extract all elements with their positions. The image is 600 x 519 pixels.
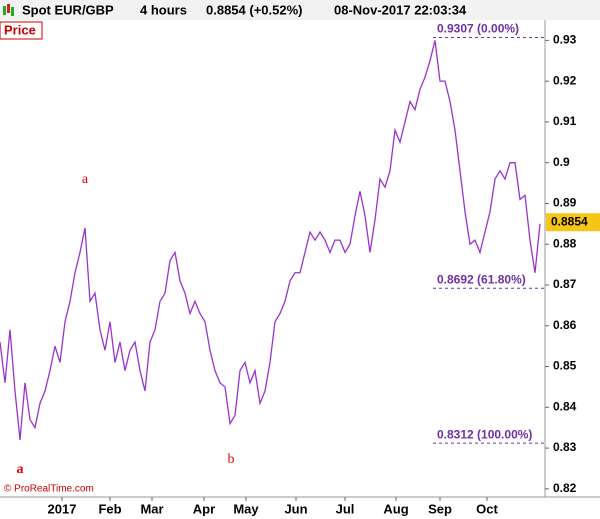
candle-icon (3, 4, 14, 16)
credit: © ProRealTime.com (4, 484, 94, 495)
x-tick-label: Sep (428, 501, 452, 516)
y-tick-label: 0.91 (553, 114, 577, 128)
y-tick-label: 0.85 (553, 359, 577, 373)
x-tick-label: Feb (98, 501, 121, 516)
y-tick-label: 0.84 (553, 399, 577, 413)
instrument: Spot EUR/GBP (22, 2, 114, 17)
last-price-label: 0.8854 (551, 214, 588, 228)
last-price-box (546, 213, 600, 232)
y-tick-label: 0.83 (553, 440, 577, 454)
x-tick-label: Jul (336, 501, 355, 516)
timeframe: 4 hours (140, 2, 187, 17)
quote: 0.8854 (+0.52%) (206, 2, 302, 17)
x-tick-label: Mar (140, 501, 163, 516)
fib-label: 0.8312 (100.00%) (437, 427, 532, 441)
header-bar (0, 0, 600, 20)
y-tick-label: 0.89 (553, 196, 577, 210)
chart-title: Price (4, 22, 36, 37)
title-box (0, 21, 43, 40)
timestamp: 08-Nov-2017 22:03:34 (334, 2, 467, 17)
y-tick-label: 0.87 (553, 277, 577, 291)
y-tick-label: 0.9 (553, 155, 570, 169)
fib-label: 0.9307 (0.00%) (437, 22, 519, 36)
y-tick-label: 0.82 (553, 481, 577, 495)
fib-label: 0.8692 (61.80%) (437, 272, 526, 286)
x-tick-label: Aug (383, 501, 408, 516)
wave-label: a (17, 462, 24, 477)
x-tick-label: Jun (284, 501, 307, 516)
x-tick-label: Oct (476, 501, 498, 516)
y-tick-label: 0.86 (553, 318, 577, 332)
y-tick-label: 0.93 (553, 33, 577, 47)
x-tick-label: 2017 (48, 501, 77, 516)
y-tick-label: 0.92 (553, 73, 577, 87)
price-line (0, 40, 541, 440)
wave-label: a (82, 172, 89, 187)
y-tick-label: 0.88 (553, 236, 577, 250)
x-tick-label: May (233, 501, 259, 516)
wave-label: b (228, 452, 235, 467)
x-tick-label: Apr (193, 501, 215, 516)
